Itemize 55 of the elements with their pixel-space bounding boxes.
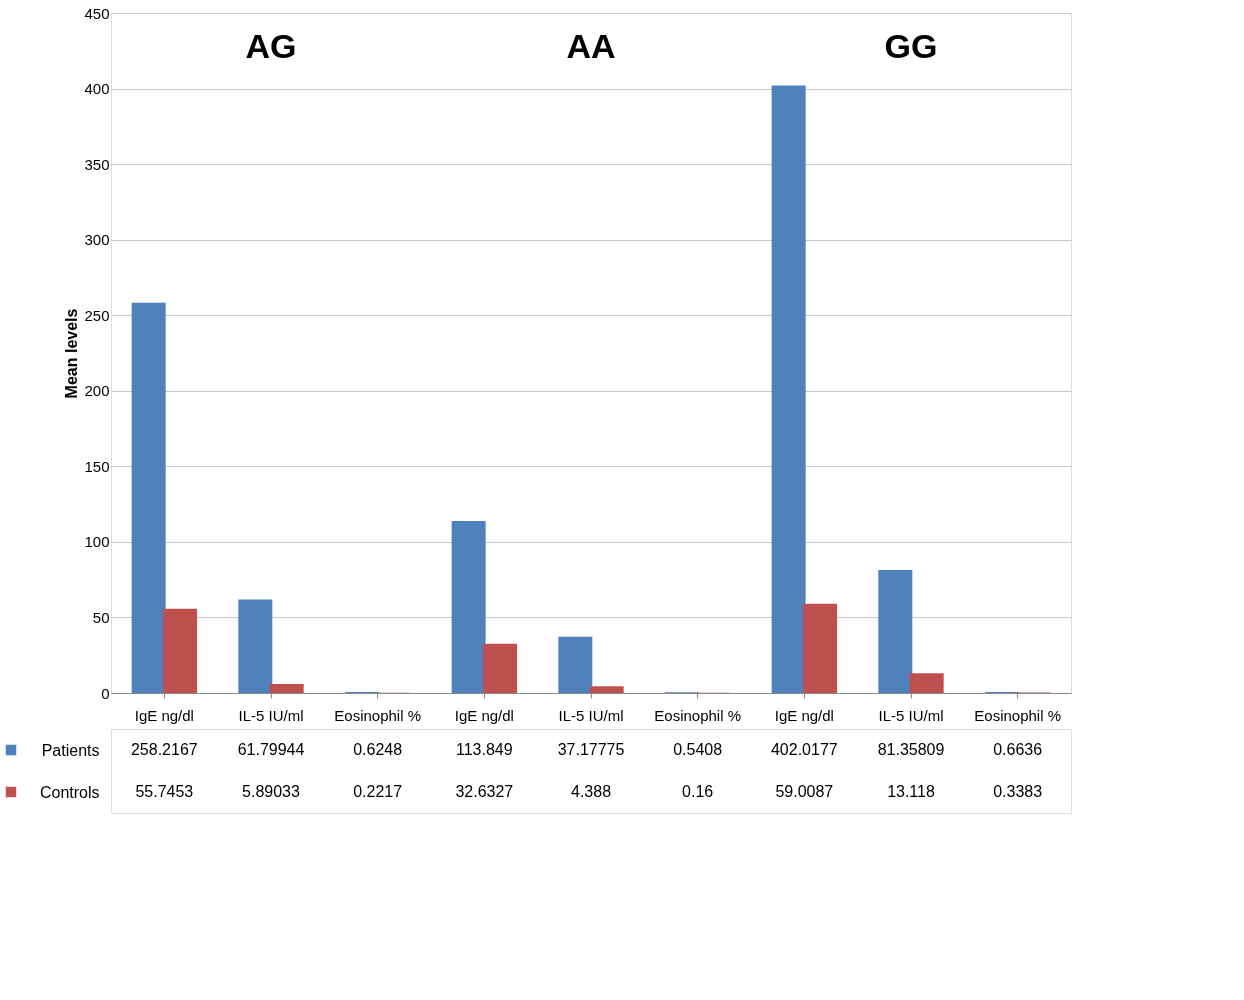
bar [131, 302, 166, 693]
y-tick-label: 150 [84, 457, 110, 475]
data-label: 0.6636 [993, 741, 1043, 758]
data-label: 0.2217 [353, 783, 403, 800]
data-label: 113.849 [456, 741, 513, 758]
annotation: AA [566, 27, 616, 65]
data-label: 37.17775 [557, 741, 625, 758]
y-tick-label: 50 [92, 608, 110, 626]
legend-label: Controls [39, 783, 100, 801]
data-label: 0.6248 [353, 741, 403, 758]
annotation: AG [245, 27, 297, 65]
bar [803, 603, 838, 693]
x-tick-label: IgE ng/dl [454, 706, 514, 724]
data-label: 402.0177 [770, 741, 838, 758]
y-axis-title: Mean levels [63, 308, 81, 399]
y-tick-label: 200 [84, 382, 110, 400]
x-tick-label: IL-5 IU/ml [878, 706, 944, 724]
data-label: 4.388 [570, 783, 612, 800]
y-tick-label: 450 [84, 4, 110, 22]
y-tick-label: 100 [84, 533, 110, 551]
data-label: 59.0087 [775, 783, 834, 800]
data-label: 258.2167 [130, 741, 198, 758]
x-tick-label: Eosinophil % [654, 706, 742, 724]
y-tick-label: 250 [84, 306, 110, 324]
x-tick-label: IL-5 IU/ml [558, 706, 624, 724]
x-tick-label: IL-5 IU/ml [238, 706, 304, 724]
x-tick-label: Eosinophil % [974, 706, 1062, 724]
legend-label: Patients [41, 741, 100, 759]
y-tick-label: 400 [84, 80, 110, 98]
annotation: GG [884, 27, 938, 65]
bar [558, 636, 593, 693]
data-label: 0.5408 [673, 741, 723, 758]
data-label: 32.6327 [455, 783, 514, 800]
bar [771, 85, 806, 693]
data-label: 81.35809 [877, 741, 945, 758]
data-label: 61.79944 [237, 741, 305, 758]
y-tick-label: 0 [101, 684, 110, 702]
bar [269, 684, 304, 693]
bar [483, 643, 518, 693]
bar [909, 673, 944, 693]
data-label: 0.3383 [993, 783, 1043, 800]
x-tick-label: Eosinophil % [334, 706, 422, 724]
data-label: 55.7453 [135, 783, 194, 800]
bar [589, 686, 624, 693]
data-label: 13.118 [887, 783, 935, 800]
bar [163, 608, 198, 693]
y-tick-label: 300 [84, 231, 110, 249]
bar [878, 570, 913, 693]
y-tick-label: 350 [84, 155, 110, 173]
bar [451, 520, 486, 693]
x-tick-label: IgE ng/dl [774, 706, 834, 724]
data-label: 0.16 [682, 783, 714, 800]
bar [238, 599, 273, 693]
data-label: 5.89033 [242, 783, 301, 800]
x-tick-label: IgE ng/dl [134, 706, 194, 724]
